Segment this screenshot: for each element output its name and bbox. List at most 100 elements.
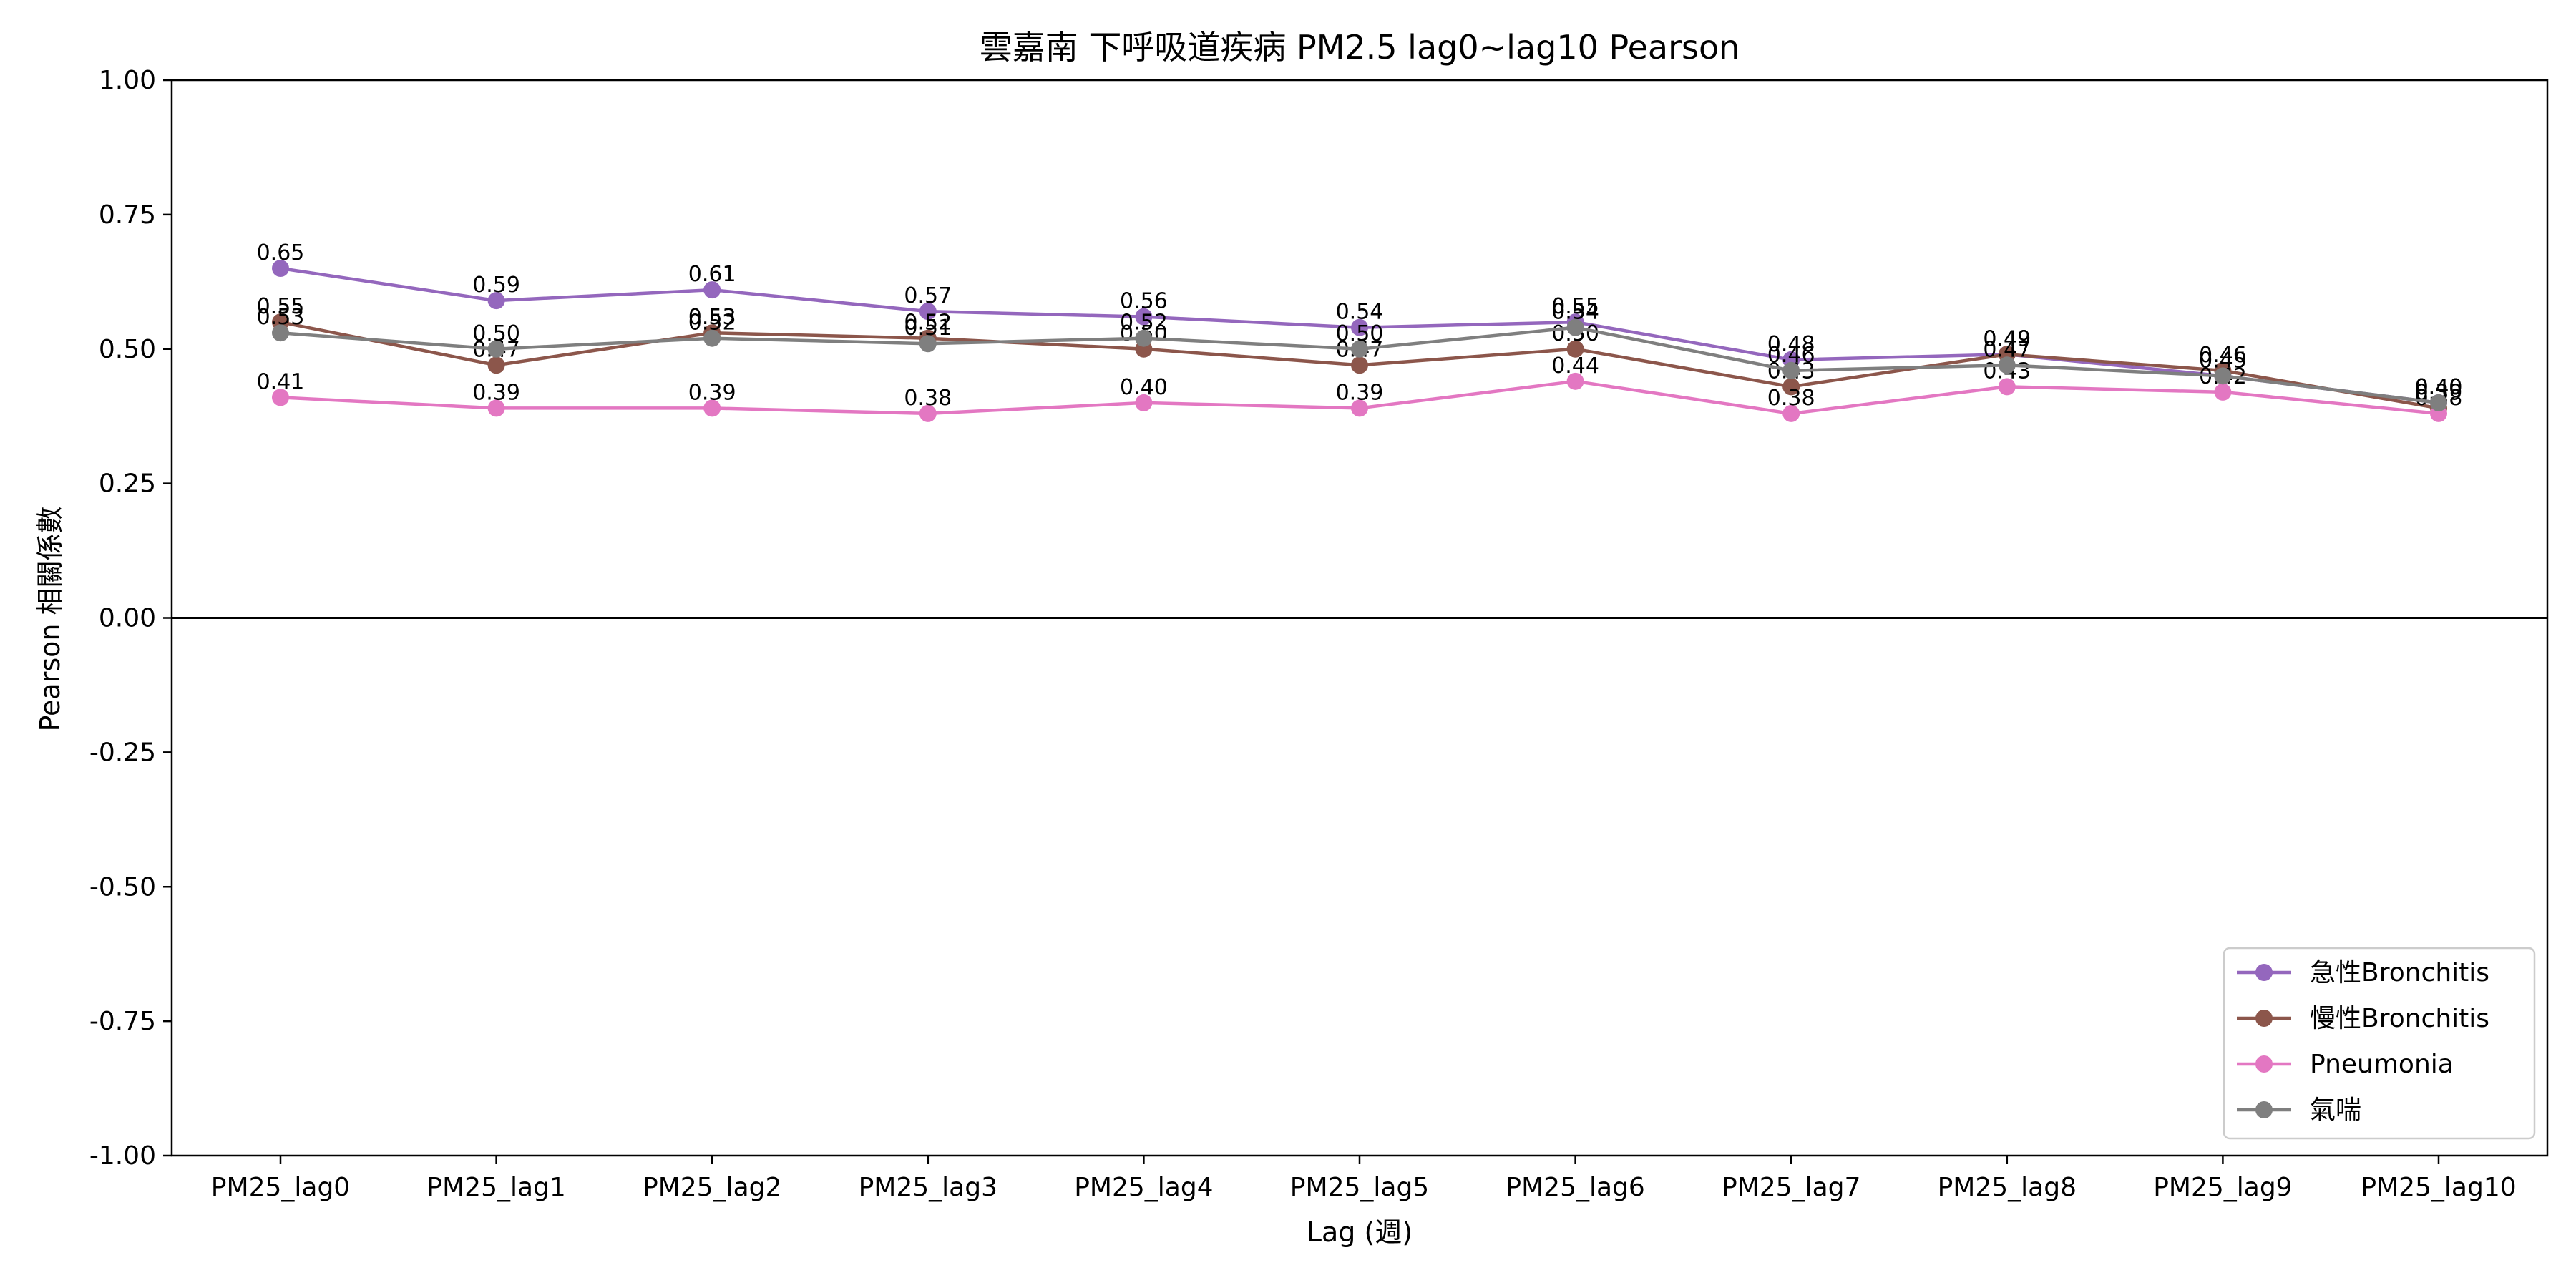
y-tick-label: -1.00 bbox=[89, 1141, 156, 1171]
data-label: 0.39 bbox=[688, 380, 736, 405]
data-label: 0.40 bbox=[1120, 375, 1168, 400]
legend-item: 氣喘 bbox=[2237, 1096, 2361, 1125]
data-label: 0.56 bbox=[1120, 289, 1168, 314]
data-point bbox=[487, 340, 505, 358]
data-point bbox=[487, 399, 505, 417]
x-tick-label: PM25_lag6 bbox=[1506, 1173, 1644, 1202]
data-point bbox=[1351, 340, 1368, 358]
data-label: 0.46 bbox=[1767, 343, 1815, 368]
data-label: 0.59 bbox=[472, 273, 520, 298]
legend-item: Pneumonia bbox=[2237, 1050, 2454, 1079]
x-axis-label: Lag (週) bbox=[1307, 1216, 1413, 1248]
data-label: 0.39 bbox=[1336, 380, 1384, 405]
data-label: 0.53 bbox=[688, 305, 736, 330]
data-label: 0.38 bbox=[904, 386, 952, 411]
data-label: 0.41 bbox=[257, 369, 305, 394]
data-label: 0.50 bbox=[472, 321, 520, 346]
y-tick-label: 1.00 bbox=[99, 66, 156, 95]
legend-label: Pneumonia bbox=[2310, 1050, 2454, 1079]
x-tick-label: PM25_lag5 bbox=[1290, 1173, 1429, 1202]
x-tick-label: PM25_lag4 bbox=[1074, 1173, 1213, 1202]
y-tick-label: 0.50 bbox=[99, 335, 156, 364]
data-point bbox=[272, 324, 289, 342]
x-tick-label: PM25_lag9 bbox=[2153, 1173, 2292, 1202]
x-tick-label: PM25_lag2 bbox=[643, 1173, 781, 1202]
y-tick-label: 0.25 bbox=[99, 469, 156, 499]
y-tick-label: 0.00 bbox=[99, 604, 156, 633]
legend-label: 氣喘 bbox=[2310, 1096, 2361, 1125]
data-point bbox=[487, 292, 505, 310]
chart-title: 雲嘉南 下呼吸道疾病 PM2.5 lag0~lag10 Pearson bbox=[980, 28, 1740, 67]
data-point bbox=[272, 389, 289, 406]
data-point bbox=[2430, 394, 2447, 411]
data-label: 0.47 bbox=[1983, 337, 2031, 362]
legend-marker bbox=[2255, 1101, 2273, 1118]
data-label: 0.52 bbox=[688, 311, 736, 336]
data-point bbox=[1782, 404, 1800, 422]
x-tick-label: PM25_lag8 bbox=[1938, 1173, 2077, 1202]
data-label: 0.50 bbox=[1336, 321, 1384, 346]
data-point bbox=[272, 260, 289, 278]
data-label: 0.65 bbox=[257, 240, 305, 265]
data-point bbox=[1351, 356, 1368, 374]
x-tick-label: PM25_lag3 bbox=[859, 1173, 997, 1202]
y-tick-label: -0.75 bbox=[89, 1007, 156, 1036]
y-tick-label: -0.50 bbox=[89, 872, 156, 902]
data-point bbox=[1998, 378, 2016, 396]
data-point bbox=[919, 335, 937, 353]
data-point bbox=[1135, 329, 1153, 347]
legend-marker bbox=[2255, 1055, 2273, 1073]
series-1: 0.550.470.530.520.500.470.500.430.490.46… bbox=[257, 294, 2462, 417]
data-label: 0.39 bbox=[472, 380, 520, 405]
data-point bbox=[1566, 372, 1584, 390]
data-label: 0.40 bbox=[2415, 375, 2463, 400]
legend-label: 慢性Bronchitis bbox=[2310, 1004, 2489, 1033]
x-tick-label: PM25_lag0 bbox=[211, 1173, 350, 1202]
data-label: 0.54 bbox=[1336, 300, 1384, 325]
data-point bbox=[703, 281, 721, 299]
legend-marker bbox=[2255, 964, 2273, 981]
y-tick-label: 0.75 bbox=[99, 200, 156, 230]
data-label: 0.46 bbox=[2199, 343, 2247, 368]
y-axis-label: Pearson 相關係數 bbox=[34, 506, 66, 731]
legend: 急性Bronchitis 慢性Bronchitis Pneumonia 氣喘 bbox=[2223, 947, 2536, 1140]
legend-item: 慢性Bronchitis bbox=[2237, 1004, 2489, 1033]
x-tick-label: PM25_lag7 bbox=[1722, 1173, 1860, 1202]
data-point bbox=[2214, 383, 2232, 401]
data-point bbox=[1351, 399, 1368, 417]
data-point bbox=[919, 404, 937, 422]
data-point bbox=[1566, 318, 1584, 336]
data-point bbox=[2214, 367, 2232, 385]
legend-label: 急性Bronchitis bbox=[2310, 958, 2489, 987]
x-tick-label: PM25_lag1 bbox=[426, 1173, 565, 1202]
data-point bbox=[1998, 356, 2016, 374]
x-tick-label: PM25_lag10 bbox=[2361, 1173, 2516, 1202]
data-point bbox=[1782, 378, 1800, 396]
data-point bbox=[1351, 318, 1368, 336]
data-label: 0.54 bbox=[1551, 300, 1599, 325]
data-point bbox=[919, 303, 937, 321]
data-label: 0.52 bbox=[904, 311, 952, 336]
data-point bbox=[703, 329, 721, 347]
data-point bbox=[487, 356, 505, 374]
data-point bbox=[1782, 361, 1800, 379]
data-label: 0.51 bbox=[904, 316, 952, 341]
data-point bbox=[1135, 308, 1153, 326]
series-3: 0.530.50 0.52 0.51 0.52 0.500.540.46 0.47 0.45… bbox=[257, 300, 2463, 411]
data-label: 0.45 bbox=[2199, 348, 2247, 373]
data-label: 0.49 bbox=[1983, 326, 2031, 351]
legend-marker bbox=[2255, 1010, 2273, 1027]
data-label: 0.53 bbox=[257, 305, 305, 330]
legend-item: 急性Bronchitis bbox=[2237, 958, 2489, 987]
data-label: 0.57 bbox=[904, 283, 952, 308]
data-label: 0.44 bbox=[1551, 353, 1599, 379]
y-tick-label: -0.25 bbox=[89, 738, 156, 767]
data-point bbox=[1135, 394, 1153, 411]
data-label: 0.52 bbox=[1120, 311, 1168, 336]
data-label: 0.38 bbox=[1767, 386, 1815, 411]
data-label: 0.48 bbox=[1767, 332, 1815, 357]
data-point bbox=[1566, 340, 1584, 358]
legend-box bbox=[2223, 947, 2536, 1140]
data-label: 0.55 bbox=[1551, 294, 1599, 319]
